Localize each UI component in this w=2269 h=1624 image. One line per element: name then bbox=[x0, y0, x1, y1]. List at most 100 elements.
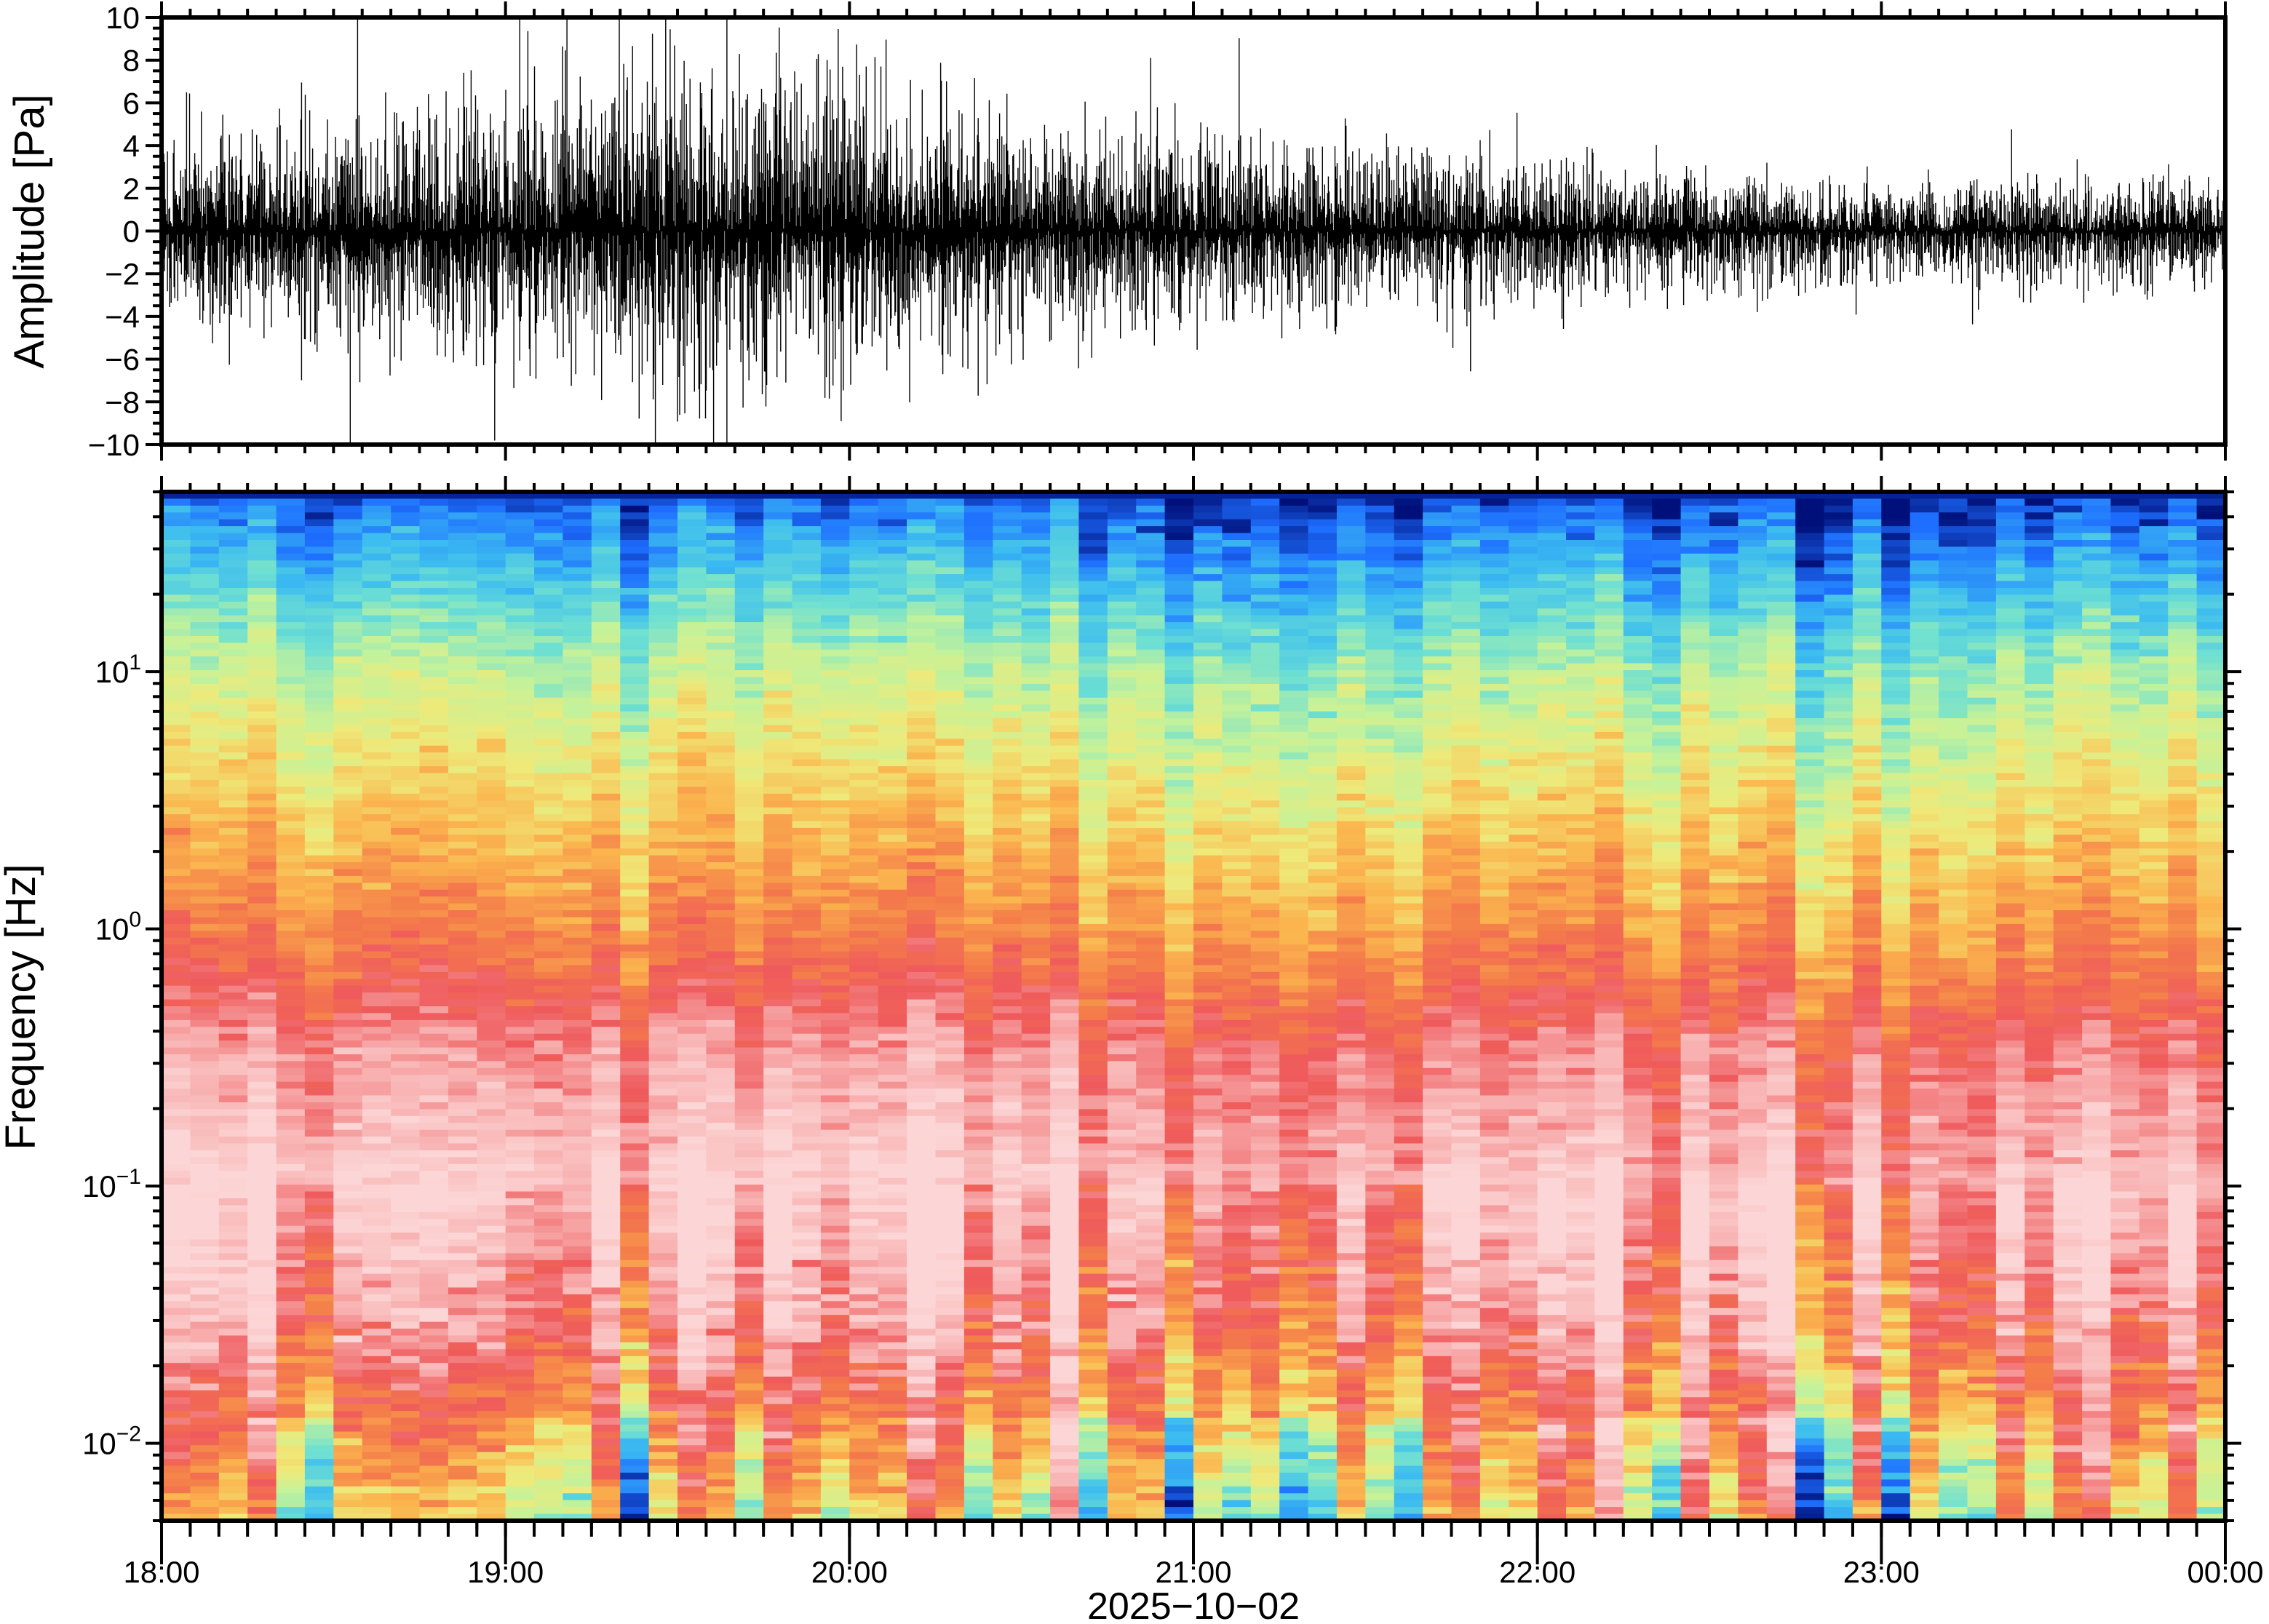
spectrogram-cell bbox=[534, 862, 564, 869]
spectrogram-cell bbox=[362, 1163, 392, 1171]
spectrogram-cell bbox=[820, 752, 850, 760]
spectrogram-cell bbox=[935, 971, 965, 979]
spectrogram-cell bbox=[218, 505, 248, 513]
spectrogram-cell bbox=[734, 1102, 764, 1110]
spectrogram-cell bbox=[419, 560, 449, 568]
spectrogram-cell bbox=[763, 1404, 793, 1412]
spectrogram-cell bbox=[448, 1438, 477, 1446]
spectrogram-cell bbox=[849, 1452, 879, 1460]
spectrogram-cell bbox=[477, 745, 506, 753]
spectrogram-cell bbox=[878, 1109, 907, 1117]
spectrogram-cell bbox=[391, 1479, 421, 1487]
spectrogram-cell bbox=[362, 1171, 392, 1179]
spectrogram-cell bbox=[304, 1411, 334, 1419]
spectrogram-cell bbox=[849, 1473, 879, 1480]
spectrogram-cell bbox=[391, 697, 421, 705]
spectrogram-cell bbox=[677, 1315, 707, 1323]
spectrogram-cell bbox=[849, 725, 879, 733]
spectrogram-cell bbox=[419, 1493, 449, 1501]
spectrogram-cell bbox=[792, 1383, 822, 1391]
spectrogram-cell bbox=[1021, 1102, 1051, 1110]
spectrogram-cell bbox=[1078, 951, 1108, 959]
spectrogram-cell bbox=[1021, 704, 1051, 712]
spectrogram-cell bbox=[534, 917, 564, 925]
spectrogram-cell bbox=[706, 917, 736, 925]
spectrogram-cell bbox=[849, 1294, 879, 1302]
spectrogram-cell bbox=[218, 1054, 248, 1062]
spectrogram-cell bbox=[1050, 1067, 1080, 1075]
spectrogram-cell bbox=[849, 1486, 879, 1494]
spectrogram-cell bbox=[333, 1363, 363, 1371]
spectrogram-cell bbox=[218, 931, 248, 939]
spectrogram-cell bbox=[190, 1273, 220, 1281]
spectrogram-cell bbox=[878, 601, 907, 609]
spectrogram-cell bbox=[505, 1075, 535, 1083]
spectrogram-cell bbox=[391, 1033, 421, 1041]
spectrogram-cell bbox=[190, 1171, 220, 1179]
spectrogram-cell bbox=[677, 622, 707, 630]
spectrogram-cell bbox=[792, 1109, 822, 1117]
spectrogram-cell bbox=[162, 1417, 191, 1425]
spectrogram-cell bbox=[1050, 1225, 1080, 1233]
spectrogram-cell bbox=[505, 492, 535, 499]
spectrogram-cell bbox=[419, 752, 449, 760]
spectrogram-cell bbox=[1078, 663, 1108, 671]
spectrogram-cell bbox=[276, 814, 306, 822]
spectrogram-cell bbox=[534, 821, 564, 829]
spectrogram-cell bbox=[935, 1095, 965, 1103]
spectrogram-cell bbox=[333, 869, 363, 877]
spectrogram-cell bbox=[333, 1438, 363, 1446]
spectrogram-cell bbox=[534, 944, 564, 952]
spectrogram-cell bbox=[1050, 1486, 1080, 1494]
spectrogram-cell bbox=[963, 519, 993, 527]
spectrogram-cell bbox=[534, 992, 564, 1000]
spectrogram-cell bbox=[1021, 519, 1051, 527]
spectrogram-cell bbox=[963, 1459, 993, 1467]
spectrogram-cell bbox=[563, 546, 592, 554]
spectrogram-cell bbox=[706, 1225, 736, 1233]
spectrogram-cell bbox=[878, 540, 907, 547]
spectrogram-cell bbox=[591, 1013, 621, 1021]
spectrogram-cell bbox=[620, 615, 650, 623]
spectrogram-cell bbox=[419, 670, 449, 678]
spectrogram-cell bbox=[1050, 1335, 1080, 1343]
spectrogram-cell bbox=[993, 807, 1022, 815]
spectrogram-cell bbox=[591, 875, 621, 883]
spectrogram-cell bbox=[1050, 1211, 1080, 1219]
spectrogram-cell bbox=[677, 999, 707, 1007]
spectrogram-cell bbox=[304, 1102, 334, 1110]
spectrogram-cell bbox=[534, 601, 564, 609]
spectrogram-cell bbox=[734, 1493, 764, 1501]
spectrogram-cell bbox=[304, 1115, 334, 1123]
spectrogram-cell bbox=[477, 1438, 506, 1446]
spectrogram-cell bbox=[648, 1438, 678, 1446]
spectrogram-cell bbox=[849, 1129, 879, 1137]
spectrogram-cell bbox=[333, 992, 363, 1000]
spectrogram-cell bbox=[734, 1321, 764, 1329]
spectrogram-cell bbox=[304, 519, 334, 527]
spectrogram-cell bbox=[763, 958, 793, 966]
spectrogram-cell bbox=[935, 615, 965, 623]
spectrogram-cell bbox=[993, 1253, 1022, 1261]
spectrogram-cell bbox=[276, 540, 306, 547]
spectrogram-cell bbox=[734, 1397, 764, 1405]
spectrogram-cell bbox=[304, 594, 334, 602]
spectrogram-cell bbox=[706, 588, 736, 595]
spectrogram-cell bbox=[218, 999, 248, 1007]
spectrogram-cell bbox=[1050, 1185, 1080, 1193]
spectrogram-cell bbox=[1050, 1356, 1080, 1364]
spectrogram-cell bbox=[907, 1019, 937, 1027]
spectrogram-cell bbox=[734, 718, 764, 726]
spectrogram-cell bbox=[648, 629, 678, 637]
spectrogram-cell bbox=[935, 574, 965, 582]
spectrogram-cell bbox=[935, 766, 965, 774]
spectrogram-cell bbox=[218, 821, 248, 829]
spectrogram-cell bbox=[849, 636, 879, 643]
spectrogram-cell bbox=[218, 875, 248, 883]
spectrogram-cell bbox=[648, 965, 678, 973]
spectrogram-cell bbox=[247, 821, 277, 829]
spectrogram-cell bbox=[792, 498, 822, 506]
spectrogram-cell bbox=[878, 608, 907, 616]
spectrogram-cell bbox=[391, 1171, 421, 1179]
spectrogram-cell bbox=[935, 875, 965, 883]
